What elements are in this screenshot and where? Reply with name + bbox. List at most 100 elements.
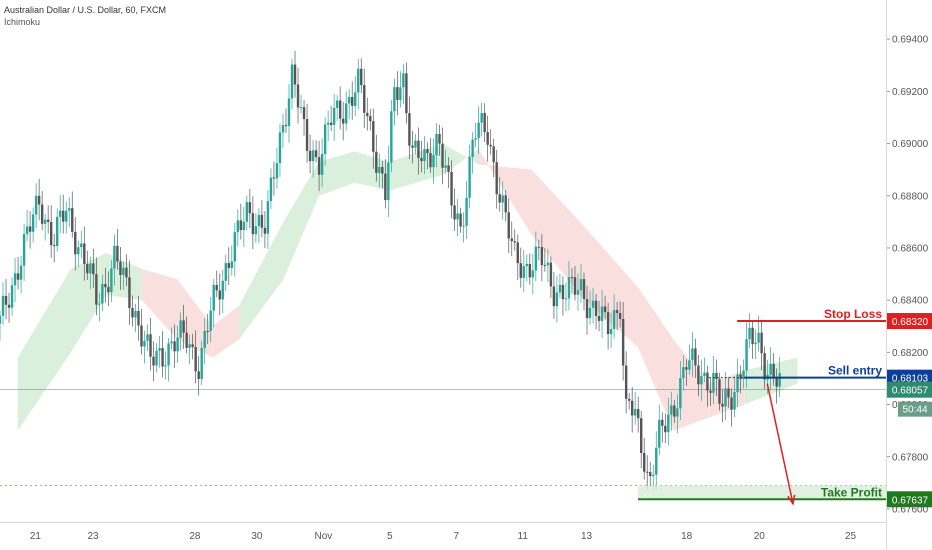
candle-body (468, 156, 471, 198)
candle-body (555, 292, 559, 307)
indicator-label[interactable]: Ichimoku (4, 17, 41, 27)
candle-body (643, 452, 646, 472)
candle-body (239, 220, 243, 231)
candle-body (170, 341, 173, 344)
trade-arrow-head (787, 494, 796, 506)
candle-body (724, 388, 727, 407)
candle-body (516, 242, 519, 264)
candle-body (525, 263, 529, 267)
candle-body (673, 405, 676, 417)
candle-body (338, 100, 342, 119)
candle-body (173, 341, 176, 352)
x-axis-tick-label: 23 (87, 531, 99, 542)
candle-body (432, 155, 435, 168)
candle-body (366, 112, 369, 117)
candle-body (375, 151, 378, 173)
ichimoku-cloud-segment (212, 305, 240, 358)
candle-body (700, 376, 703, 385)
candle-body (552, 286, 556, 307)
candle-body (736, 374, 739, 393)
current-price-tag (887, 381, 932, 398)
sell-entry-label: Sell entry (828, 364, 882, 378)
take-profit-price-tag (887, 491, 932, 508)
chart-title: Australian Dollar / U.S. Dollar, 60, FXC… (4, 5, 167, 15)
candle-body (95, 274, 98, 305)
candle-body (299, 107, 303, 109)
y-axis-tick-label: 0.67800 (892, 452, 929, 463)
candle-body (113, 245, 116, 269)
candle-body (248, 202, 252, 214)
candle-body (266, 201, 270, 234)
candle-body (164, 365, 167, 367)
candle-body (450, 171, 453, 206)
ichimoku-cloud-segment (673, 339, 709, 431)
ichimoku-cloud-segment (17, 268, 71, 431)
x-axis-tick-label: 18 (681, 531, 693, 542)
candle-body (564, 298, 568, 300)
candle-body (591, 300, 595, 308)
candle-body (769, 363, 772, 375)
candle-body (179, 320, 182, 338)
candle-body (71, 208, 74, 232)
candle-body (242, 221, 246, 231)
candle-body (161, 348, 164, 367)
candle-body (633, 409, 637, 416)
candle-body (474, 138, 477, 140)
ichimoku-cloud-segment (70, 253, 107, 353)
candle-body (251, 213, 255, 235)
candle-body (570, 277, 574, 279)
candle-body (549, 262, 553, 287)
candle-body (197, 371, 200, 379)
candle-body (65, 210, 68, 222)
candle-body (685, 367, 688, 370)
candle-body (748, 327, 751, 340)
candle-body (89, 263, 92, 274)
candle-body (543, 265, 547, 267)
candle-body (658, 419, 661, 448)
take-profit-label: Take Profit (821, 485, 882, 499)
current-price-text: 0.68057 (892, 386, 929, 397)
candle-body (471, 139, 474, 157)
candle-body (751, 327, 754, 345)
candle-body (269, 177, 273, 202)
candle-body (576, 290, 580, 295)
candle-body (62, 210, 65, 222)
candle-body (143, 340, 146, 347)
candle-body (263, 227, 267, 234)
candle-body (224, 263, 227, 281)
candle-body (254, 226, 258, 235)
candle-body (34, 195, 38, 215)
candle-body (149, 334, 152, 357)
candle-body (624, 365, 628, 399)
candle-body (405, 73, 408, 114)
candle-body (495, 162, 498, 195)
ichimoku-cloud-segment (141, 268, 178, 340)
ichimoku-cloud-segment (637, 287, 674, 431)
candle-body (730, 397, 733, 410)
candle-body (230, 261, 233, 269)
candle-body (408, 113, 411, 146)
candle-body (621, 318, 625, 366)
x-axis-tick-label: 11 (518, 531, 529, 542)
candle-body (116, 245, 119, 262)
candle-body (25, 226, 29, 235)
candle-body (206, 330, 209, 332)
candle-body (483, 113, 486, 133)
x-axis-tick-label: 20 (754, 531, 766, 542)
candle-body (661, 419, 664, 426)
candle-body (218, 290, 221, 300)
candle-body (275, 163, 279, 179)
candle-body (257, 214, 261, 227)
candle-body (372, 121, 375, 152)
candle-body (453, 205, 456, 220)
candle-body (155, 350, 158, 366)
candle-body (414, 140, 417, 148)
candle-body (582, 279, 586, 300)
candle-body (603, 306, 607, 313)
candle-body (68, 208, 71, 211)
candle-body (585, 299, 589, 319)
x-axis-tick-label: 13 (581, 531, 593, 542)
candle-body (486, 132, 489, 145)
